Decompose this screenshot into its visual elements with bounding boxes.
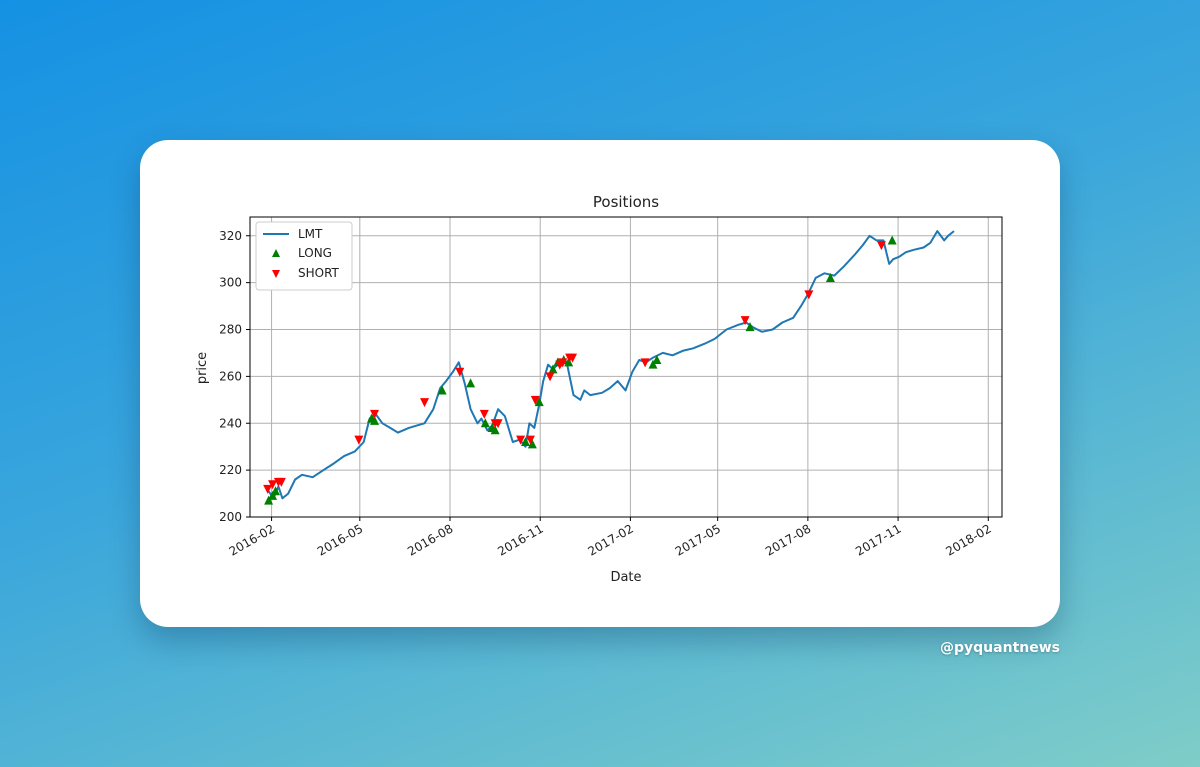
long-marker <box>564 357 574 367</box>
series-layer <box>263 230 955 505</box>
legend-box <box>255 221 353 291</box>
y-tick-label: 280 <box>219 323 242 337</box>
legend-long-up-triangle-icon <box>272 249 280 257</box>
x-tick-label: 2017-08 <box>763 521 813 558</box>
short-marker <box>455 367 465 377</box>
y-axis-label: price <box>195 352 210 384</box>
x-tick-label: 2017-02 <box>585 521 635 558</box>
y-tick-label: 300 <box>219 276 242 290</box>
x-axis: 2016-02 2016-05 2016-08 2016-11 2017-02 2017-… <box>227 517 994 559</box>
short-marker <box>493 419 503 429</box>
long-marker <box>527 439 537 449</box>
y-tick-label: 260 <box>219 369 242 383</box>
plot-frame <box>249 216 1003 518</box>
long-marker <box>648 359 658 369</box>
x-tick-label: 2016-11 <box>495 521 545 558</box>
series-line-lmt <box>267 230 955 500</box>
short-marker <box>370 409 380 419</box>
short-marker <box>530 395 540 405</box>
y-tick-label: 240 <box>219 416 242 430</box>
short-marker <box>740 316 750 326</box>
long-marker <box>370 415 380 425</box>
legend-short-label: SHORT <box>298 266 340 280</box>
long-marker <box>437 385 447 395</box>
y-axis: 200 220 240 260 280 300 320 <box>219 229 250 524</box>
legend-long-label: LONG <box>298 246 332 260</box>
x-axis-label: Date <box>610 570 641 585</box>
long-marker <box>825 272 835 282</box>
chart-title: Positions <box>593 193 659 211</box>
long-marker <box>548 364 558 374</box>
short-marker <box>516 435 526 445</box>
long-marker <box>264 495 274 505</box>
watermark-credit: @pyquantnews <box>940 640 1060 656</box>
short-marker <box>804 290 814 300</box>
x-tick-label: 2016-02 <box>227 521 277 558</box>
positions-chart: 2016-02 2016-05 2016-08 2016-11 2017-02 2017-… <box>195 193 1003 585</box>
long-marker <box>652 354 662 364</box>
long-marker <box>480 418 490 428</box>
short-marker <box>268 480 278 490</box>
short-marker <box>276 477 286 487</box>
x-tick-label: 2016-05 <box>315 521 365 558</box>
short-marker <box>640 358 650 368</box>
short-marker <box>420 398 430 408</box>
chart-card: 2016-02 2016-05 2016-08 2016-11 2017-02 2017-… <box>140 140 1060 627</box>
y-tick-label: 320 <box>219 229 242 243</box>
x-tick-label: 2018-02 <box>943 521 993 558</box>
short-marker <box>479 409 489 419</box>
short-marker <box>263 484 273 494</box>
x-tick-label: 2016-08 <box>405 521 455 558</box>
long-marker <box>534 397 544 407</box>
short-marker <box>558 358 568 368</box>
plot-background <box>250 217 1002 517</box>
x-tick-label: 2017-11 <box>853 521 903 558</box>
long-marker <box>745 322 755 332</box>
y-tick-label: 200 <box>219 510 242 524</box>
short-marker <box>354 435 364 445</box>
short-marker <box>545 372 555 382</box>
long-marker <box>887 235 897 245</box>
short-marker <box>876 241 886 251</box>
legend: LMT LONG SHORT <box>255 221 353 291</box>
long-marker <box>270 486 280 496</box>
long-marker <box>521 437 531 446</box>
y-tick-label: 220 <box>219 463 242 477</box>
short-marker <box>525 435 535 445</box>
long-marker <box>466 378 476 388</box>
long-marker <box>490 425 500 435</box>
legend-short-down-triangle-icon <box>272 270 280 278</box>
short-marker <box>568 353 578 363</box>
legend-lmt-label: LMT <box>298 227 323 241</box>
long-marker <box>268 490 278 500</box>
x-tick-label: 2017-05 <box>673 521 723 558</box>
